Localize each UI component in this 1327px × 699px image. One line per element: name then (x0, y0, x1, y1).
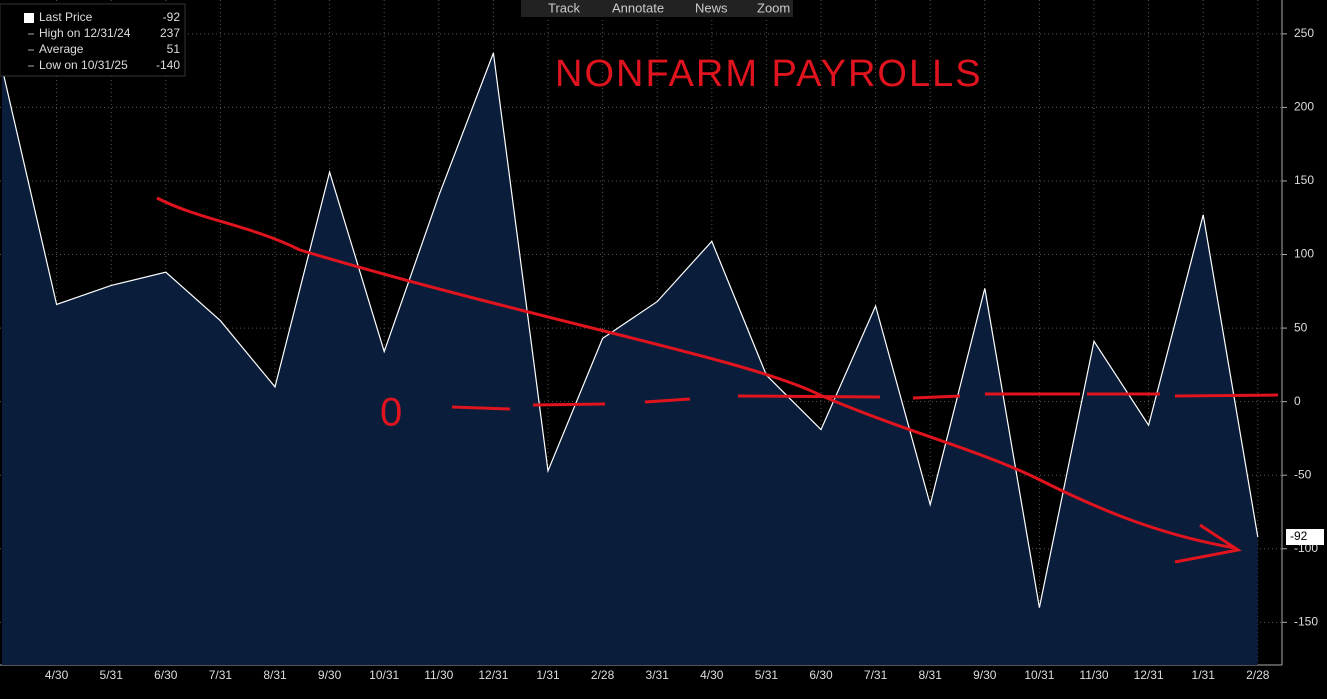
y-tick-label: -50 (1294, 467, 1312, 481)
annotation-title: NONFARM PAYROLLS (555, 53, 983, 95)
last-value-label: -92 (1290, 529, 1308, 543)
legend-label: Average (39, 42, 84, 56)
x-tick-label: 7/31 (864, 668, 888, 682)
toolbar-button[interactable]: Track (548, 0, 581, 15)
x-tick-label: 6/30 (154, 668, 178, 682)
x-tick-label: 9/30 (973, 668, 997, 682)
x-tick-label: 5/31 (100, 668, 124, 682)
x-tick-label: 7/31 (209, 668, 233, 682)
legend: Last Price -92 High on 12/31/24 237 Average 5… (0, 3, 186, 77)
x-tick-label: 2/28 (591, 668, 615, 682)
x-tick-label: 9/30 (318, 668, 342, 682)
y-tick-label: 150 (1294, 173, 1314, 187)
x-tick-label: 11/30 (1079, 668, 1108, 682)
x-tick-label: 12/31 (478, 668, 508, 682)
x-tick-label: 11/30 (424, 668, 453, 682)
toolbar-button[interactable]: News (695, 0, 728, 15)
y-tick-label: 200 (1294, 100, 1314, 114)
trend-line (156, 196, 1236, 550)
legend-value: 237 (160, 26, 180, 40)
area (2, 53, 1258, 665)
x-tick-label: 2/28 (1246, 668, 1270, 682)
line (1, 52, 1259, 608)
legend-label: Last Price (39, 10, 93, 24)
legend-label: Low on 10/31/25 (39, 58, 128, 72)
toolbar: Track Annotate News Zoom (521, 0, 793, 17)
toolbar-bg (521, 0, 793, 17)
x-tick-label: 6/30 (809, 668, 833, 682)
legend-value: -92 (163, 10, 181, 24)
x-tick-label: 8/31 (919, 668, 943, 682)
annotation-zero: 0 (380, 391, 402, 435)
y-tick-label: 250 (1294, 26, 1314, 40)
toolbar-button[interactable]: Annotate (612, 0, 664, 15)
y-tick-label: -150 (1294, 615, 1318, 629)
legend-swatch (24, 13, 34, 23)
x-tick-label: 4/30 (45, 668, 69, 682)
y-tick-label: 50 (1294, 320, 1308, 334)
x-tick-label: 5/31 (755, 668, 779, 682)
legend-value: 51 (167, 42, 181, 56)
x-tick-label: 1/31 (1192, 668, 1216, 682)
trend-arrow (1174, 523, 1242, 564)
y-tick-label: 100 (1294, 247, 1314, 261)
y-tick-label: 0 (1294, 394, 1301, 408)
last-value-tag (1286, 529, 1324, 546)
legend-label: High on 12/31/24 (39, 26, 131, 40)
x-tick-label: 1/31 (536, 668, 560, 682)
x-tick-label: 10/31 (1024, 668, 1054, 682)
x-tick-label: 12/31 (1134, 668, 1164, 682)
x-tick-label: 4/30 (700, 668, 724, 682)
annotations: NONFARM PAYROLLS 0 (156, 53, 1279, 564)
x-tick-label: 8/31 (263, 668, 287, 682)
toolbar-button[interactable]: Zoom (757, 0, 790, 15)
x-tick-label: 3/31 (646, 668, 670, 682)
x-tick-label: 10/31 (369, 668, 399, 682)
legend-value: -140 (156, 58, 180, 72)
zero-dashes (451, 392, 1279, 411)
